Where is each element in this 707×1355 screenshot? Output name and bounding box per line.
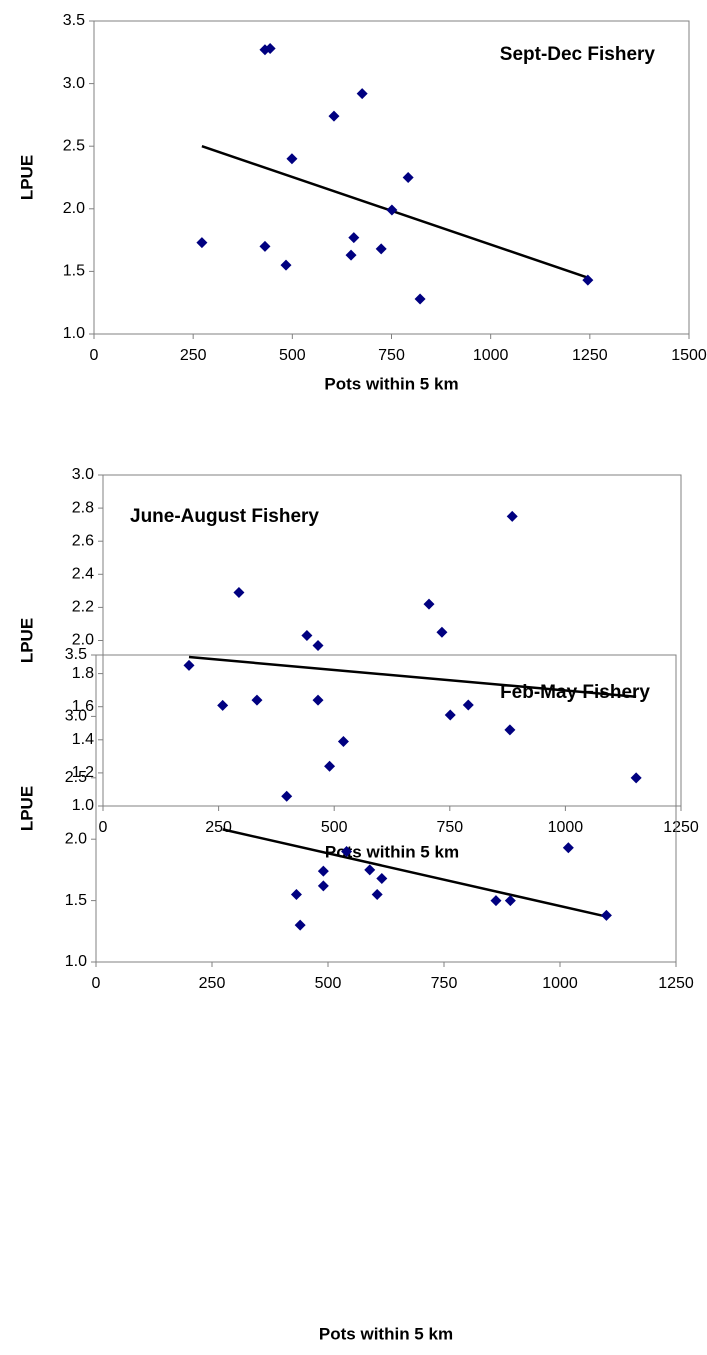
y-tick-label: 1.5 <box>63 263 85 280</box>
data-point <box>312 694 324 706</box>
data-point <box>630 772 642 784</box>
data-point <box>345 249 357 261</box>
x-tick-label: 0 <box>92 975 101 992</box>
data-point <box>217 699 229 711</box>
data-point <box>317 865 329 877</box>
data-point <box>337 735 349 747</box>
data-point <box>462 699 474 711</box>
x-tick-label: 0 <box>99 819 108 836</box>
data-point <box>183 659 195 671</box>
annotation: Sept-Dec Fishery <box>500 44 656 65</box>
data-point <box>490 895 502 907</box>
y-tick-label: 2.0 <box>65 830 87 847</box>
y-axis-label: LPUE <box>17 786 36 831</box>
data-point <box>301 630 313 642</box>
x-tick-label: 1000 <box>548 819 584 836</box>
data-point <box>312 639 324 651</box>
y-tick-label: 1.5 <box>65 892 87 909</box>
data-point <box>506 510 518 522</box>
y-tick-label: 1.0 <box>63 325 85 342</box>
data-point <box>562 842 574 854</box>
data-point <box>259 240 271 252</box>
data-point <box>341 845 353 857</box>
x-tick-label: 250 <box>199 975 226 992</box>
x-tick-label: 750 <box>436 819 463 836</box>
x-tick-label: 1250 <box>663 819 699 836</box>
annotation: June-August Fishery <box>130 506 319 527</box>
y-tick-label: 3.0 <box>63 75 85 92</box>
data-point <box>294 919 306 931</box>
data-point <box>436 626 448 638</box>
y-tick-label: 3.0 <box>72 466 94 483</box>
x-axis-label: Pots within 5 km <box>319 1324 453 1343</box>
data-point <box>317 880 329 892</box>
y-tick-label: 1.0 <box>65 953 87 970</box>
trend-line <box>222 828 607 918</box>
data-point <box>356 88 368 100</box>
x-axis-label: Pots within 5 km <box>325 842 459 861</box>
x-axis-label: Pots within 5 km <box>324 374 458 393</box>
x-tick-label: 1500 <box>671 347 707 364</box>
y-tick-label: 3.5 <box>65 646 87 663</box>
y-tick-label: 1.2 <box>72 764 94 781</box>
y-axis-label: LPUE <box>17 155 36 200</box>
y-axis-label: LPUE <box>17 618 36 663</box>
x-tick-label: 250 <box>180 347 207 364</box>
y-tick-label: 1.4 <box>72 731 94 748</box>
data-point <box>582 274 594 286</box>
data-point <box>264 43 276 55</box>
y-tick-label: 2.2 <box>72 599 94 616</box>
data-point <box>600 909 612 921</box>
plot-area <box>95 654 677 963</box>
x-tick-label: 750 <box>431 975 458 992</box>
y-tick-label: 3.0 <box>65 708 87 725</box>
data-point <box>386 204 398 216</box>
x-tick-label: 0 <box>90 347 99 364</box>
x-tick-label: 250 <box>205 819 232 836</box>
y-tick-label: 2.0 <box>63 200 85 217</box>
data-point <box>196 237 208 249</box>
y-tick-label: 1.0 <box>72 797 94 814</box>
y-tick-label: 2.0 <box>72 632 94 649</box>
data-point <box>504 895 516 907</box>
x-tick-label: 1250 <box>658 975 694 992</box>
x-tick-label: 500 <box>315 975 342 992</box>
data-point <box>402 172 414 183</box>
x-tick-label: 1000 <box>542 975 578 992</box>
data-point <box>324 760 336 772</box>
plot-area <box>93 20 690 335</box>
y-tick-label: 1.8 <box>72 665 94 682</box>
data-point <box>371 888 383 900</box>
y-tick-label: 2.5 <box>65 769 87 786</box>
data-point <box>348 232 360 244</box>
data-point <box>286 153 298 165</box>
y-tick-label: 2.6 <box>72 532 94 549</box>
y-tick-label: 2.5 <box>63 137 85 154</box>
data-point <box>280 259 292 271</box>
data-point <box>504 724 516 736</box>
x-tick-label: 1250 <box>572 347 608 364</box>
data-point <box>251 694 263 706</box>
x-tick-label: 1000 <box>473 347 509 364</box>
data-point <box>376 872 388 884</box>
data-point <box>233 587 245 599</box>
annotation: Feb-May Fishery <box>500 682 650 703</box>
y-tick-label: 3.5 <box>63 12 85 29</box>
y-tick-label: 1.6 <box>72 698 94 715</box>
data-point <box>290 888 302 900</box>
y-tick-label: 2.4 <box>72 566 94 583</box>
data-point <box>375 243 387 255</box>
trend-line <box>188 655 637 699</box>
data-point <box>414 293 426 305</box>
x-tick-label: 500 <box>279 347 306 364</box>
data-point <box>364 864 376 876</box>
data-point <box>281 790 293 802</box>
x-tick-label: 750 <box>378 347 405 364</box>
x-tick-label: 500 <box>321 819 348 836</box>
data-point <box>328 110 340 122</box>
data-point <box>423 598 435 610</box>
y-tick-label: 2.8 <box>72 499 94 516</box>
data-point <box>444 709 456 721</box>
